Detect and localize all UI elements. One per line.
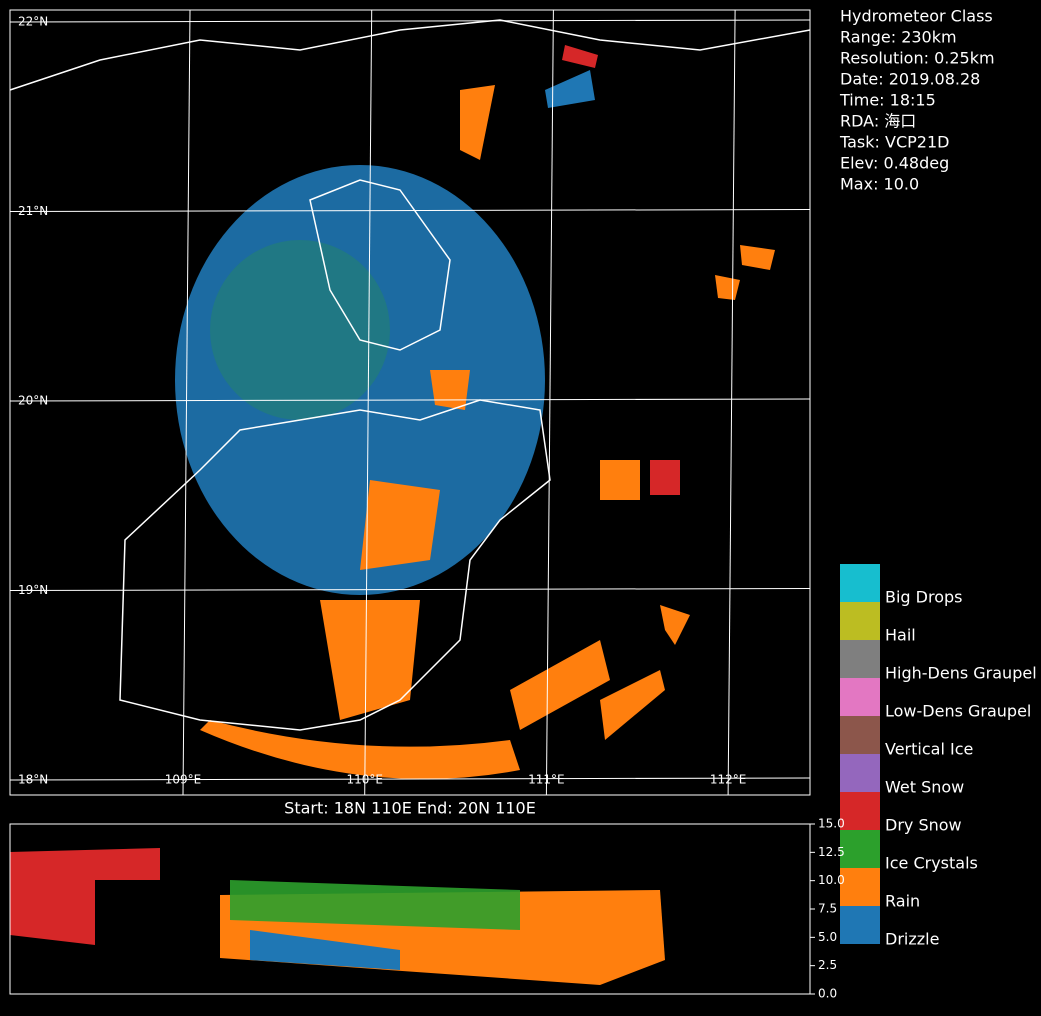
lat-label: 21°N (18, 204, 48, 218)
legend-label: Big Drops (885, 588, 963, 607)
info-line: RDA: 海口 (840, 112, 916, 131)
lat-label: 19°N (18, 583, 48, 597)
lon-line (182, 9, 191, 796)
info-line: Range: 230km (840, 28, 957, 47)
lat-line (9, 398, 811, 402)
legend-swatch (840, 906, 880, 944)
legend-swatch (840, 716, 880, 754)
lat-line (9, 588, 811, 591)
y-tick-label: 15.0 (818, 817, 845, 831)
legend-swatch (840, 602, 880, 640)
info-line: Date: 2019.08.28 (840, 70, 980, 89)
info-line: Elev: 0.48deg (840, 154, 949, 173)
lon-label: 109°E (165, 773, 202, 787)
legend-swatch (840, 678, 880, 716)
section-title: Start: 18N 110E End: 20N 110E (284, 799, 536, 818)
info-line: Max: 10.0 (840, 175, 919, 194)
y-tick-label: 10.0 (818, 873, 845, 887)
y-tick-label: 7.5 (818, 902, 837, 916)
lon-line (727, 9, 736, 796)
legend-label: Rain (885, 892, 920, 911)
lat-line (9, 777, 811, 781)
legend-label: Vertical Ice (885, 740, 973, 759)
legend-swatch (840, 754, 880, 792)
legend-swatch (840, 640, 880, 678)
info-line: Hydrometeor Class (840, 7, 993, 26)
y-tick-label: 12.5 (818, 845, 845, 859)
legend-swatch (840, 830, 880, 868)
lon-line (364, 9, 373, 796)
lon-line (545, 9, 554, 796)
legend-swatch (840, 792, 880, 830)
map-frame (9, 9, 811, 796)
info-line: Task: VCP21D (839, 133, 949, 152)
lat-line (9, 209, 811, 212)
info-line: Resolution: 0.25km (840, 49, 995, 68)
y-tick-label: 5.0 (818, 930, 837, 944)
lat-line (9, 19, 811, 23)
legend-label: Hail (885, 626, 916, 645)
legend-label: Ice Crystals (885, 854, 978, 873)
lat-label: 20°N (18, 394, 48, 408)
section-echo (10, 848, 665, 985)
y-tick-label: 2.5 (818, 958, 837, 972)
lon-label: 112°E (710, 773, 747, 787)
info-line: Time: 18:15 (839, 91, 936, 110)
legend-label: High-Dens Graupel (885, 664, 1037, 683)
legend-label: Dry Snow (885, 816, 962, 835)
legend-label: Low-Dens Graupel (885, 702, 1031, 721)
lon-label: 111°E (528, 773, 565, 787)
lon-label: 110°E (346, 773, 383, 787)
lat-label: 22°N (18, 15, 48, 29)
y-tick-label: 0.0 (818, 987, 837, 1001)
legend-swatch (840, 564, 880, 602)
lat-label: 18°N (18, 773, 48, 787)
legend-label: Drizzle (885, 930, 939, 949)
coastline (9, 19, 811, 731)
radar-echo (175, 45, 775, 779)
legend-label: Wet Snow (885, 778, 964, 797)
legend-swatch (840, 868, 880, 906)
